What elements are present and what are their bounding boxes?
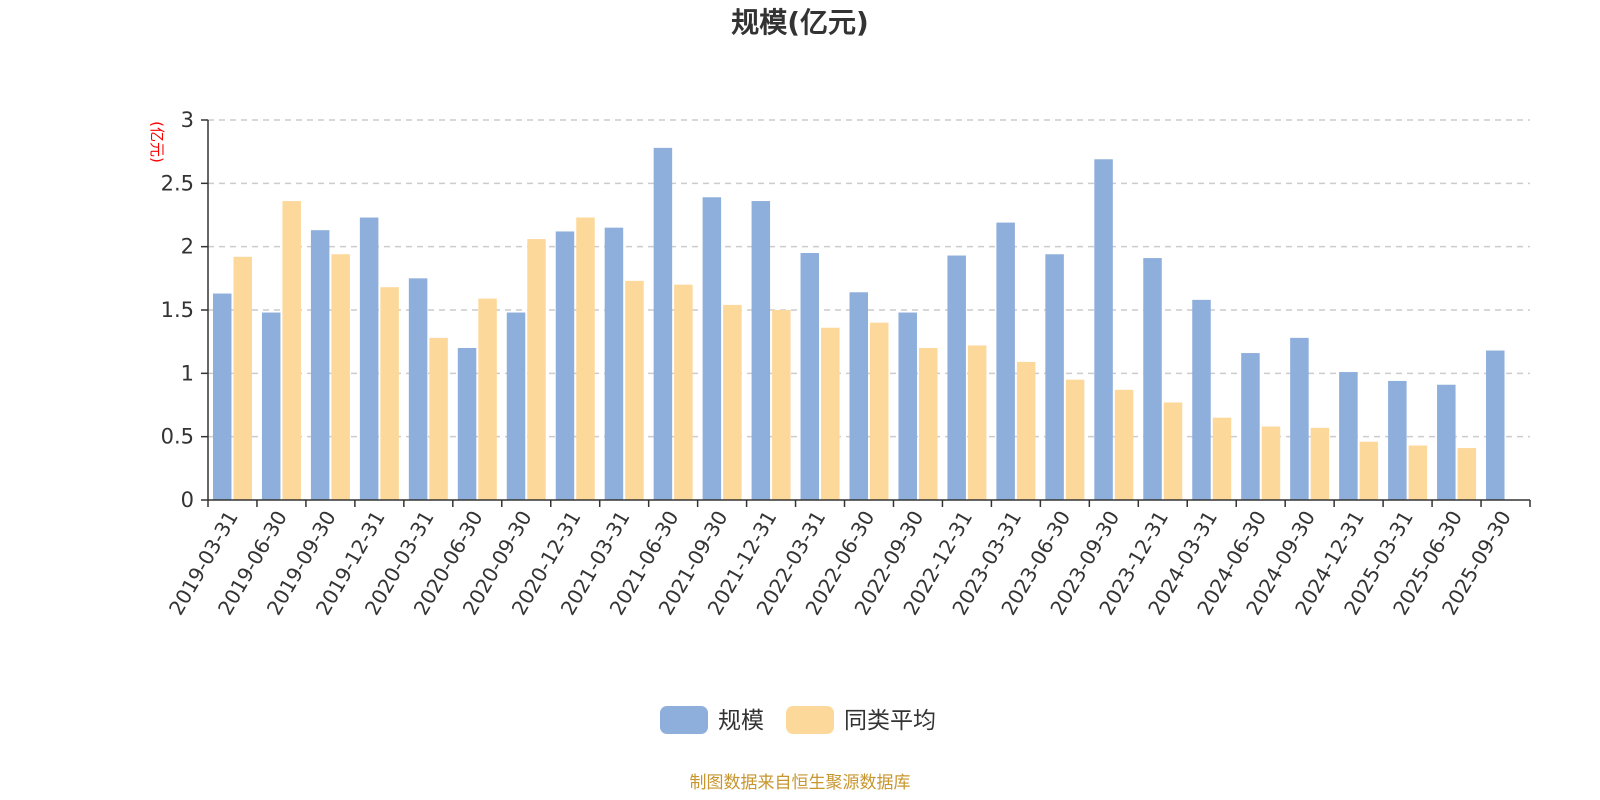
bar-peer-average[interactable]: [282, 201, 301, 501]
bar-peer-average[interactable]: [967, 345, 987, 500]
bar-peer-average[interactable]: [821, 327, 840, 500]
bar-peer-average[interactable]: [870, 322, 889, 500]
bar-scale[interactable]: [1241, 353, 1260, 500]
bar-scale[interactable]: [1045, 254, 1064, 500]
y-axis-unit-label: (亿元): [148, 121, 166, 163]
bar-scale[interactable]: [212, 293, 232, 500]
bar-peer-average[interactable]: [1310, 427, 1330, 500]
bar-scale[interactable]: [506, 312, 526, 500]
bar-scale[interactable]: [1192, 299, 1211, 500]
bar-scale[interactable]: [849, 292, 869, 500]
bar-peer-average[interactable]: [674, 284, 693, 500]
y-tick-label: 0.5: [161, 425, 194, 449]
legend-label: 规模: [718, 708, 764, 734]
bar-scale[interactable]: [947, 255, 966, 500]
bar-peer-average[interactable]: [1261, 426, 1281, 500]
bar-peer-average[interactable]: [1016, 361, 1036, 500]
bar-peer-average[interactable]: [772, 310, 791, 500]
chart-title: 规模(亿元): [731, 6, 869, 39]
bar-peer-average[interactable]: [1408, 445, 1428, 500]
bar-peer-average[interactable]: [723, 304, 742, 500]
bar-scale[interactable]: [898, 312, 917, 500]
legend[interactable]: 规模 同类平均: [660, 706, 936, 734]
bar-scale[interactable]: [261, 312, 281, 500]
bar-scale[interactable]: [1437, 384, 1456, 500]
y-tick-label: 2.5: [161, 171, 194, 195]
bar-scale[interactable]: [653, 147, 673, 500]
legend-label: 同类平均: [844, 708, 936, 734]
bar-peer-average[interactable]: [331, 254, 350, 500]
bar-scale[interactable]: [800, 253, 820, 500]
bar-scale[interactable]: [996, 222, 1015, 500]
bar-scale[interactable]: [702, 197, 722, 500]
bar-peer-average[interactable]: [233, 256, 252, 500]
legend-item-scale[interactable]: 规模: [660, 706, 764, 734]
bar-peer-average[interactable]: [1065, 379, 1085, 500]
y-tick-label: 3: [181, 108, 194, 132]
bar-scale[interactable]: [555, 231, 575, 500]
bar-scale[interactable]: [408, 278, 428, 500]
y-tick-label: 2: [181, 235, 194, 259]
bar-peer-average[interactable]: [429, 337, 448, 500]
y-tick-label: 1.5: [161, 298, 194, 322]
bar-peer-average[interactable]: [478, 298, 497, 500]
bar-scale[interactable]: [457, 348, 477, 500]
grid-layer: [208, 119, 1530, 438]
y-tick-label: 1: [181, 361, 194, 385]
legend-swatch: [786, 706, 834, 734]
bar-peer-average[interactable]: [625, 280, 644, 500]
legend-item-peer-average[interactable]: 同类平均: [786, 706, 936, 734]
bar-scale[interactable]: [1143, 258, 1162, 500]
bar-scale[interactable]: [1290, 337, 1309, 500]
bar-peer-average[interactable]: [1212, 417, 1232, 500]
bar-scale[interactable]: [1486, 350, 1505, 500]
bar-peer-average[interactable]: [1359, 441, 1379, 500]
bar-peer-average[interactable]: [1163, 402, 1183, 500]
bar-scale[interactable]: [359, 217, 379, 501]
bar-peer-average[interactable]: [380, 287, 399, 500]
bar-scale[interactable]: [604, 227, 624, 500]
bar-scale[interactable]: [1388, 380, 1407, 500]
bar-scale[interactable]: [310, 230, 330, 500]
bar-peer-average[interactable]: [576, 217, 595, 501]
bar-scale[interactable]: [751, 201, 771, 501]
bar-scale[interactable]: [1339, 372, 1358, 500]
bar-peer-average[interactable]: [1114, 389, 1134, 500]
legend-swatch: [660, 706, 708, 734]
bar-peer-average[interactable]: [1457, 448, 1477, 500]
bar-peer-average[interactable]: [918, 348, 938, 500]
bar-peer-average[interactable]: [527, 239, 546, 501]
source-note: 制图数据来自恒生聚源数据库: [690, 773, 911, 793]
bars-layer: [212, 147, 1505, 501]
bar-scale[interactable]: [1094, 159, 1113, 500]
y-tick-label: 0: [181, 488, 194, 512]
